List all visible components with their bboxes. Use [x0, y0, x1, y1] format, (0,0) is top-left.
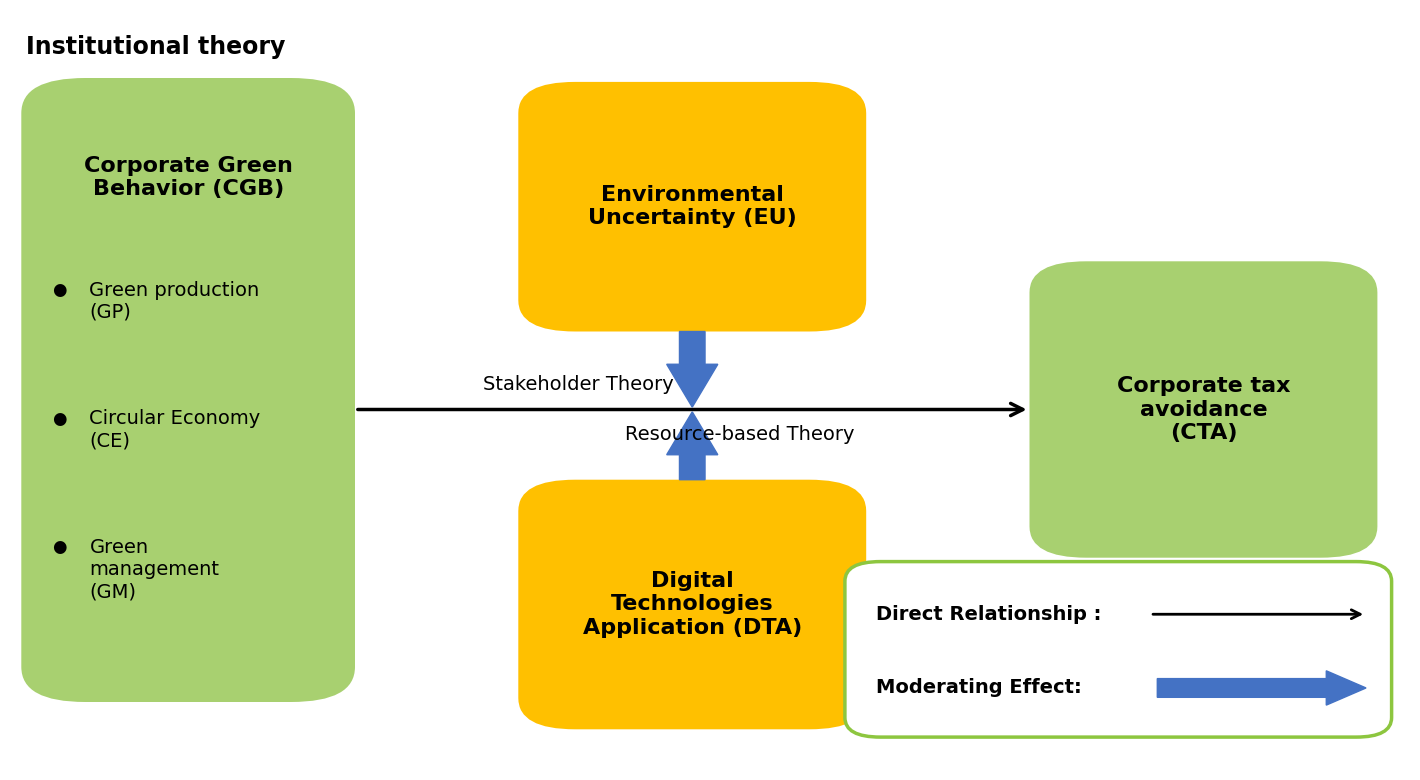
- FancyBboxPatch shape: [21, 78, 355, 702]
- Text: Resource-based Theory: Resource-based Theory: [625, 425, 855, 444]
- Text: Institutional theory: Institutional theory: [26, 35, 285, 59]
- Text: Direct Relationship :: Direct Relationship :: [876, 604, 1102, 624]
- Text: Corporate Green
Behavior (CGB): Corporate Green Behavior (CGB): [84, 156, 293, 199]
- FancyBboxPatch shape: [518, 82, 866, 332]
- Text: Green
management
(GM): Green management (GM): [89, 538, 220, 601]
- Text: Digital
Technologies
Application (DTA): Digital Technologies Application (DTA): [582, 571, 802, 638]
- Text: Moderating Effect:: Moderating Effect:: [876, 679, 1082, 697]
- Text: Environmental
Uncertainty (EU): Environmental Uncertainty (EU): [588, 185, 797, 229]
- Polygon shape: [1157, 671, 1366, 705]
- Text: Stakeholder Theory: Stakeholder Theory: [483, 375, 673, 394]
- Text: ●: ●: [53, 281, 67, 299]
- Polygon shape: [667, 412, 717, 480]
- FancyBboxPatch shape: [1030, 261, 1377, 558]
- Text: ●: ●: [53, 410, 67, 427]
- Text: Circular Economy
(CE): Circular Economy (CE): [89, 410, 261, 451]
- Polygon shape: [667, 332, 717, 407]
- Text: ●: ●: [53, 538, 67, 556]
- Text: Corporate tax
avoidance
(CTA): Corporate tax avoidance (CTA): [1116, 376, 1291, 443]
- Text: Green production
(GP): Green production (GP): [89, 281, 260, 322]
- FancyBboxPatch shape: [845, 562, 1392, 737]
- FancyBboxPatch shape: [518, 480, 866, 729]
